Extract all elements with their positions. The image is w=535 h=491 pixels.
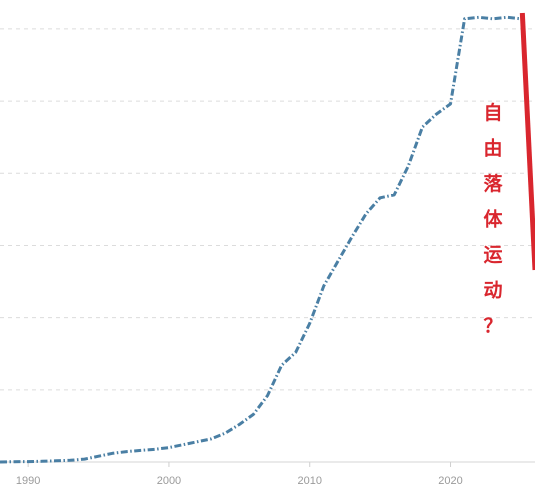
annotation-char-2: 落 xyxy=(483,172,503,195)
series-layer xyxy=(0,15,522,464)
annotation-char-0: 自 xyxy=(483,101,502,124)
annotation-char-1: 由 xyxy=(483,137,502,160)
x-tick-label-1: 2000 xyxy=(157,475,181,487)
drop-line xyxy=(519,12,535,271)
grid xyxy=(0,28,535,391)
x-tick-label-2: 2010 xyxy=(297,475,321,487)
annotation-char-3: 体 xyxy=(483,208,503,231)
annotation-char-4: 运 xyxy=(483,244,502,266)
annotation-char-6: ？ xyxy=(483,315,502,337)
x-tick-label-3: 2020 xyxy=(438,475,462,487)
x-axis-ticks: 1990 2000 2010 2020 xyxy=(16,462,463,487)
x-tick-label-0: 1990 xyxy=(16,475,40,487)
series-line-0 xyxy=(0,15,522,464)
annotation-char-5: 动 xyxy=(483,280,502,302)
